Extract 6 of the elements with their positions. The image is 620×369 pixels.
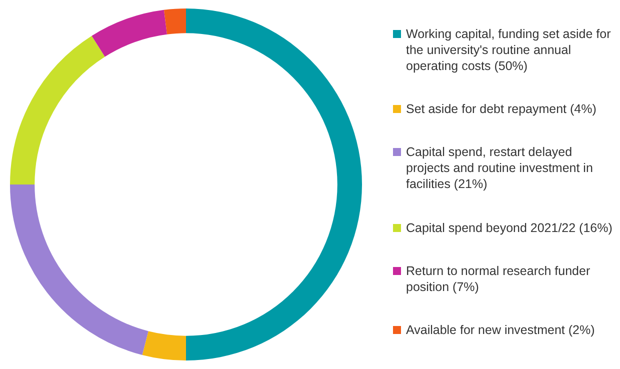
legend-label: Return to normal research funder position (7%) xyxy=(406,262,592,295)
legend-label: Capital spend, restart delayed projects and routine investment in facilities (21%) xyxy=(406,144,594,192)
legend-label: Capital spend beyond 2021/22 (16%) xyxy=(406,220,612,236)
legend-label: Working capital, funding set aside for the university's routine annual operating costs (50%) xyxy=(406,26,612,74)
legend-label: Available for new investment (2%) xyxy=(406,322,595,338)
legend-label: Set aside for debt repayment (4%) xyxy=(406,100,596,117)
